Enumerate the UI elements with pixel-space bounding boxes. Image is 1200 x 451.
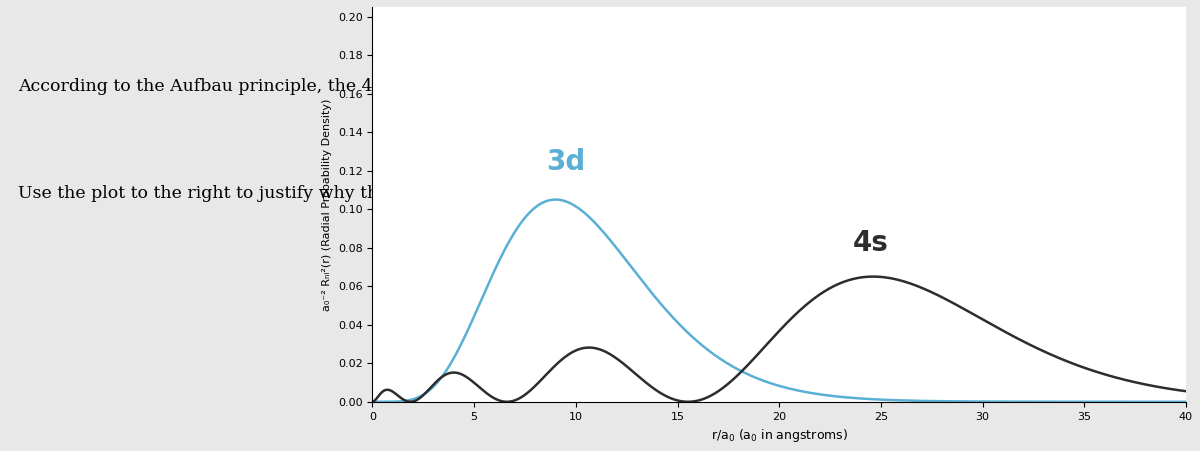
Text: According to the Aufbau principle, the 4: According to the Aufbau principle, the 4 <box>18 78 372 95</box>
Text: Use the plot to the right to justify why this is so.: Use the plot to the right to justify why… <box>18 184 443 202</box>
Y-axis label: a₀⁻² Rₙₗ²(r) (Radial Probability Density): a₀⁻² Rₙₗ²(r) (Radial Probability Density… <box>323 98 332 311</box>
Text: orbital is filled before the 3: orbital is filled before the 3 <box>479 78 725 95</box>
Text: 3d: 3d <box>546 148 586 176</box>
Text: 4s: 4s <box>853 229 889 258</box>
Text: s: s <box>468 78 476 95</box>
X-axis label: r/a$_0$ (a$_0$ in angstroms): r/a$_0$ (a$_0$ in angstroms) <box>710 427 848 444</box>
Text: orbital for a ground state atom.: orbital for a ground state atom. <box>805 78 1090 95</box>
Text: d: d <box>792 78 803 95</box>
